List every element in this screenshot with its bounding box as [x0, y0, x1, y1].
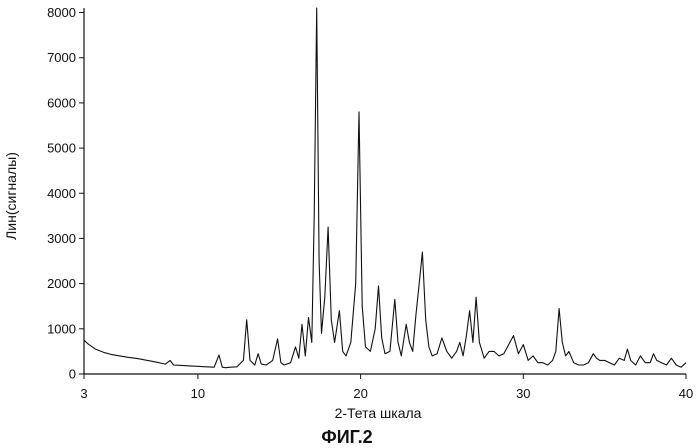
x-tick-label: 3: [80, 386, 87, 401]
x-tick-label: 20: [353, 386, 367, 401]
y-tick-label: 8000: [47, 5, 76, 20]
y-tick-label: 4000: [47, 186, 76, 201]
y-axis-ticks: 0 1000 2000 3000 4000 5000 6000 7000 8000: [47, 5, 84, 381]
x-tick-label: 10: [191, 386, 205, 401]
series-line: [84, 8, 686, 368]
y-tick-label: 0: [69, 367, 76, 382]
figure-caption: ФИГ.2: [321, 427, 372, 447]
x-tick-label: 40: [679, 386, 693, 401]
y-tick-label: 5000: [47, 141, 76, 156]
y-tick-label: 1000: [47, 321, 76, 336]
x-axis-ticks: 3 10 20 30 40: [80, 374, 693, 401]
x-tick-label: 30: [516, 386, 530, 401]
y-tick-label: 3000: [47, 231, 76, 246]
x-axis-title: 2-Тета шкала: [335, 405, 422, 421]
y-tick-label: 6000: [47, 95, 76, 110]
y-tick-label: 7000: [47, 50, 76, 65]
y-tick-label: 2000: [47, 276, 76, 291]
y-axis-title: Лин(сигналы): [3, 152, 19, 240]
